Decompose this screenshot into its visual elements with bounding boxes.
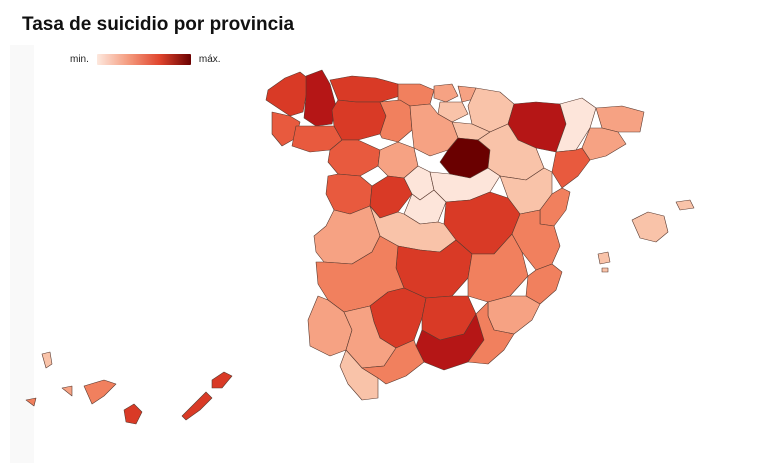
province-murcia[interactable] bbox=[487, 295, 541, 335]
province-lleida[interactable] bbox=[555, 97, 597, 153]
color-legend: min. máx. bbox=[70, 52, 221, 66]
province-alava[interactable] bbox=[437, 101, 469, 123]
legend-max-label: máx. bbox=[198, 53, 221, 65]
island-fuerteventura[interactable] bbox=[181, 391, 213, 421]
legend-gradient-bar bbox=[96, 53, 191, 65]
province-zamora[interactable] bbox=[327, 139, 381, 177]
province-almeria[interactable] bbox=[467, 301, 515, 365]
map-frame-strip bbox=[10, 45, 34, 463]
island-tenerife[interactable] bbox=[83, 379, 117, 405]
province-guadalajara[interactable] bbox=[429, 167, 501, 203]
province-asturias[interactable] bbox=[329, 75, 401, 103]
island-la-gomera[interactable] bbox=[61, 385, 73, 397]
island-ibiza[interactable] bbox=[597, 251, 611, 265]
province-palencia[interactable] bbox=[379, 99, 413, 143]
map-title: Tasa de suicidio por provincia bbox=[22, 14, 295, 35]
province-valencia[interactable] bbox=[511, 209, 561, 271]
province-leon[interactable] bbox=[331, 99, 387, 141]
island-menorca[interactable] bbox=[675, 199, 695, 211]
province-a-coruna[interactable] bbox=[265, 71, 311, 117]
island-el-hierro[interactable] bbox=[25, 397, 37, 407]
legend-min-label: min. bbox=[70, 53, 89, 65]
island-lanzarote[interactable] bbox=[211, 371, 233, 389]
province-alicante[interactable] bbox=[525, 263, 563, 305]
island-gran-canaria[interactable] bbox=[123, 403, 143, 425]
island-formentera[interactable] bbox=[601, 267, 609, 273]
province-bizkaia[interactable] bbox=[433, 83, 459, 103]
province-barcelona[interactable] bbox=[581, 127, 627, 161]
island-la-palma[interactable] bbox=[41, 351, 53, 369]
province-malaga[interactable] bbox=[361, 339, 425, 385]
island-mallorca[interactable] bbox=[631, 211, 669, 243]
province-tarragona[interactable] bbox=[551, 147, 591, 189]
province-lugo[interactable] bbox=[303, 69, 337, 127]
province-albacete[interactable] bbox=[467, 233, 529, 303]
